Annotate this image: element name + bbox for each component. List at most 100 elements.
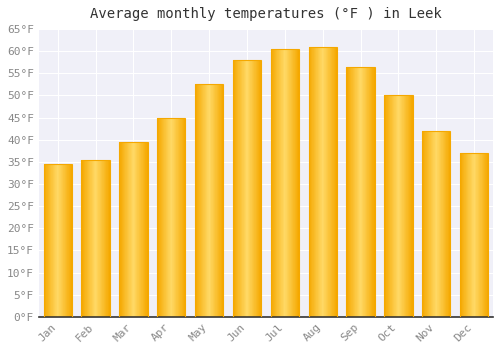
Bar [410,96,411,317]
Bar [481,153,482,317]
Bar [107,160,108,317]
Bar [483,153,484,317]
Bar [461,153,462,317]
Bar [438,131,439,317]
Bar [334,47,335,317]
Bar [259,60,260,317]
Bar [335,47,336,317]
Bar [222,84,223,317]
Bar [45,164,46,317]
Bar [295,49,296,317]
Bar [102,160,103,317]
Bar [405,96,406,317]
Bar [384,96,412,317]
Bar [332,47,333,317]
Bar [143,142,144,317]
Bar [200,84,201,317]
Bar [129,142,130,317]
Bar [131,142,132,317]
Bar [460,153,488,317]
Bar [137,142,138,317]
Bar [212,84,213,317]
Bar [214,84,215,317]
Bar [476,153,477,317]
Bar [285,49,286,317]
Bar [470,153,472,317]
Bar [178,118,179,317]
Bar [136,142,137,317]
Bar [258,60,259,317]
Bar [437,131,438,317]
Bar [246,60,247,317]
Bar [68,164,69,317]
Bar [355,67,356,317]
Bar [145,142,146,317]
Bar [314,47,315,317]
Bar [316,47,317,317]
Bar [167,118,168,317]
Bar [329,47,330,317]
Bar [247,60,248,317]
Bar [326,47,328,317]
Bar [425,131,426,317]
Bar [270,49,271,317]
Bar [159,118,160,317]
Bar [162,118,163,317]
Bar [273,49,274,317]
Bar [321,47,322,317]
Bar [121,142,122,317]
Bar [99,160,100,317]
Bar [394,96,395,317]
Bar [385,96,386,317]
Bar [482,153,483,317]
Bar [85,160,86,317]
Bar [195,84,224,317]
Bar [311,47,312,317]
Bar [443,131,444,317]
Bar [196,84,197,317]
Bar [82,160,83,317]
Bar [411,96,412,317]
Bar [351,67,352,317]
Bar [238,60,239,317]
Bar [87,160,88,317]
Bar [331,47,332,317]
Bar [86,160,87,317]
Bar [409,96,410,317]
Bar [297,49,298,317]
Bar [398,96,399,317]
Bar [296,49,297,317]
Bar [354,67,355,317]
Bar [272,49,273,317]
Bar [234,60,235,317]
Bar [237,60,238,317]
Bar [447,131,448,317]
Bar [325,47,326,317]
Bar [250,60,251,317]
Bar [372,67,373,317]
Bar [395,96,396,317]
Bar [96,160,98,317]
Bar [242,60,243,317]
Bar [233,60,234,317]
Bar [472,153,473,317]
Bar [44,164,45,317]
Bar [284,49,285,317]
Bar [348,67,349,317]
Bar [139,142,140,317]
Bar [140,142,141,317]
Bar [65,164,66,317]
Bar [211,84,212,317]
Bar [280,49,281,317]
Bar [122,142,123,317]
Bar [317,47,318,317]
Bar [465,153,466,317]
Bar [432,131,433,317]
Bar [88,160,89,317]
Bar [105,160,106,317]
Bar [48,164,49,317]
Bar [160,118,161,317]
Bar [308,47,337,317]
Bar [435,131,436,317]
Bar [133,142,134,317]
